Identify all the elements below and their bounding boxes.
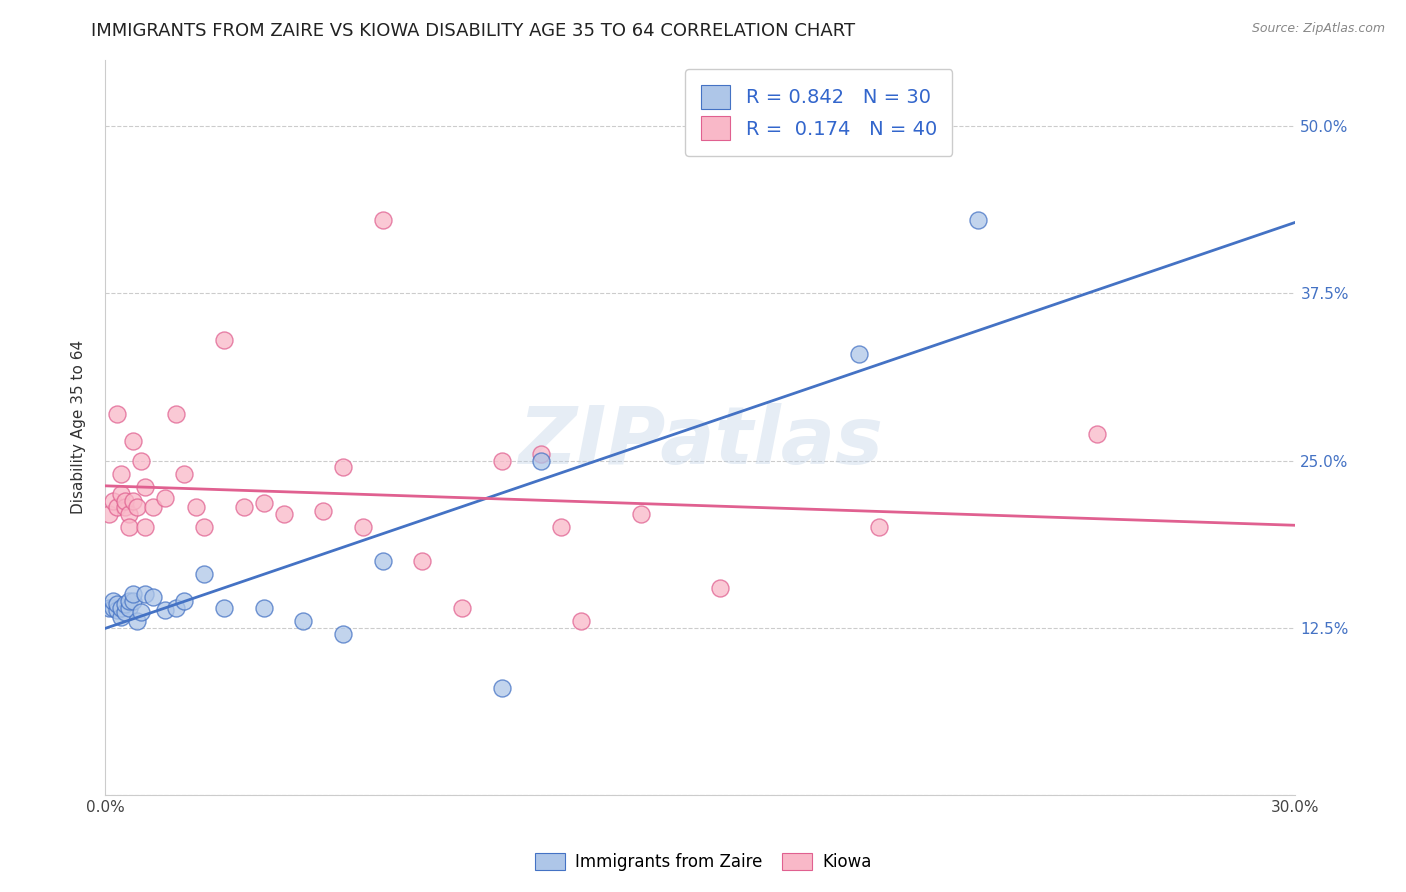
Point [292, 614, 315, 628]
Point [125, 500, 148, 515]
Point [142, 590, 165, 604]
Point [165, 600, 187, 615]
Point [352, 520, 374, 534]
Point [114, 597, 136, 611]
Point [153, 491, 176, 505]
Point [193, 520, 215, 534]
Point [129, 605, 152, 619]
Point [134, 587, 156, 601]
Point [105, 500, 128, 515]
Point [118, 600, 141, 615]
Point [142, 500, 165, 515]
Point [312, 504, 335, 518]
Point [451, 600, 474, 615]
Point [332, 460, 354, 475]
Point [110, 467, 132, 481]
Text: IMMIGRANTS FROM ZAIRE VS KIOWA DISABILITY AGE 35 TO 64 CORRELATION CHART: IMMIGRANTS FROM ZAIRE VS KIOWA DISABILIT… [91, 22, 855, 40]
Point [165, 407, 187, 421]
Point [114, 605, 136, 619]
Text: Source: ZipAtlas.com: Source: ZipAtlas.com [1251, 22, 1385, 36]
Point [411, 554, 433, 568]
Point [134, 480, 156, 494]
Point [273, 507, 295, 521]
Point [105, 407, 128, 421]
Y-axis label: Disability Age 35 to 64: Disability Age 35 to 64 [72, 340, 86, 514]
Point [118, 507, 141, 521]
Point [121, 493, 143, 508]
Point [193, 567, 215, 582]
Point [97, 600, 120, 615]
Point [134, 520, 156, 534]
Point [212, 600, 235, 615]
Point [173, 594, 195, 608]
Point [371, 213, 394, 227]
Point [97, 507, 120, 521]
Point [118, 520, 141, 534]
Point [101, 594, 124, 608]
Point [709, 581, 731, 595]
Point [101, 493, 124, 508]
Point [868, 520, 890, 534]
Point [121, 594, 143, 608]
Point [967, 213, 990, 227]
Point [491, 453, 513, 467]
Point [186, 500, 208, 515]
Point [491, 681, 513, 695]
Point [121, 434, 143, 448]
Legend: R = 0.842   N = 30, R =  0.174   N = 40: R = 0.842 N = 30, R = 0.174 N = 40 [685, 70, 952, 156]
Point [212, 333, 235, 347]
Point [232, 500, 254, 515]
Point [105, 603, 128, 617]
Point [530, 453, 553, 467]
Point [569, 614, 592, 628]
Point [118, 594, 141, 608]
Point [332, 627, 354, 641]
Point [125, 614, 148, 628]
Point [173, 467, 195, 481]
Point [371, 554, 394, 568]
Point [101, 600, 124, 615]
Point [1085, 426, 1108, 441]
Text: ZIPatlas: ZIPatlas [517, 403, 883, 481]
Point [110, 487, 132, 501]
Point [153, 603, 176, 617]
Point [530, 447, 553, 461]
Point [848, 346, 870, 360]
Point [129, 453, 152, 467]
Point [105, 597, 128, 611]
Point [114, 500, 136, 515]
Point [253, 496, 276, 510]
Legend: Immigrants from Zaire, Kiowa: Immigrants from Zaire, Kiowa [526, 845, 880, 880]
Point [630, 507, 652, 521]
Point [114, 493, 136, 508]
Point [110, 610, 132, 624]
Point [121, 587, 143, 601]
Point [253, 600, 276, 615]
Point [110, 600, 132, 615]
Point [550, 520, 572, 534]
